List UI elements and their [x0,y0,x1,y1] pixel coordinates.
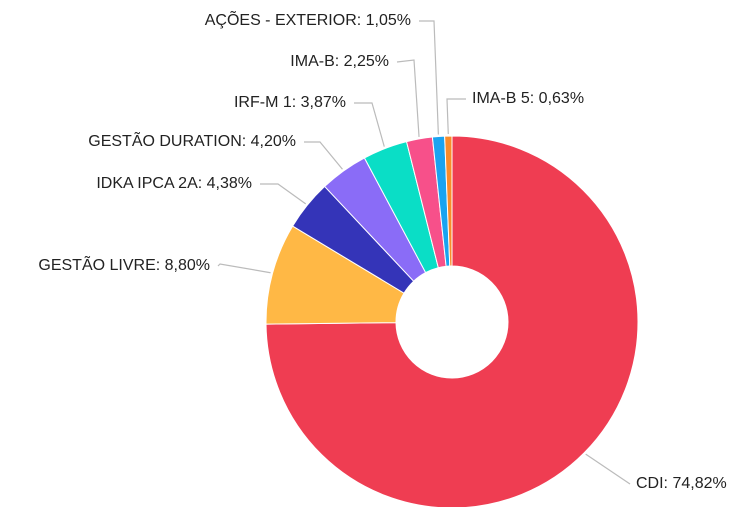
slice [265,225,405,325]
slice [265,135,639,507]
leader-line [396,59,420,137]
slice-label: IMA-B 5: 0,63% [472,90,584,107]
slice-label: GESTÃO DURATION: 4,20% [88,130,296,150]
slice-label: IRF-M 1: 3,87% [234,94,346,111]
slice-label: CDI: 74,82% [636,475,727,492]
slice-label: IDKA IPCA 2A: 4,38% [96,175,252,192]
leader-line [419,20,439,135]
leader-line [354,102,385,147]
slice-label: IMA-B: 2,25% [290,53,389,70]
leader-line [217,263,271,274]
leader-line [585,453,631,485]
leader-line [446,98,466,135]
leader-line [260,183,307,205]
slice-label: AÇÕES - EXTERIOR: 1,05% [205,9,411,29]
leader-line [304,141,343,170]
slice [444,135,453,267]
slice-label: GESTÃO LIVRE: 8,80% [38,254,210,274]
